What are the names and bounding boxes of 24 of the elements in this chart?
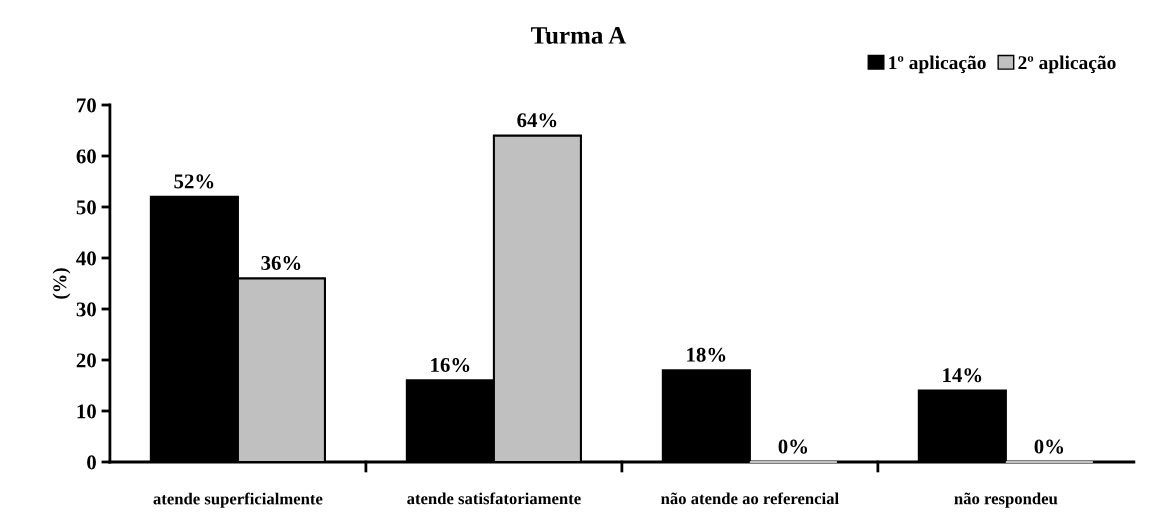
data-label: 36% bbox=[261, 255, 301, 271]
legend-label: 2º aplicação bbox=[1018, 55, 1116, 74]
data-label: 18% bbox=[687, 347, 726, 362]
y-tick-label: 0 bbox=[87, 455, 96, 470]
y-tick-label: 30 bbox=[76, 302, 96, 317]
y-tick-label: 60 bbox=[76, 149, 96, 164]
legend-label: 1º aplicação bbox=[889, 55, 986, 74]
x-tick-label: atende superficialmente bbox=[153, 492, 323, 508]
y-axis-title: (%) bbox=[52, 268, 71, 299]
y-tick-label: 40 bbox=[76, 251, 96, 266]
data-label: 16% bbox=[431, 357, 470, 373]
data-label: 0% bbox=[778, 439, 808, 454]
x-tick-label: não atende ao referencial bbox=[661, 492, 839, 505]
data-label: 52% bbox=[174, 174, 214, 189]
chart-title: Turma A bbox=[531, 27, 627, 44]
y-tick-label: 20 bbox=[76, 353, 96, 368]
y-tick-label: 10 bbox=[77, 404, 96, 419]
x-tick-label: não respondeu bbox=[954, 492, 1058, 508]
data-label: 14% bbox=[943, 368, 982, 383]
x-tick-label: atende satisfatoriamente bbox=[407, 492, 581, 505]
data-label: 64% bbox=[517, 113, 557, 128]
data-label: 0% bbox=[1034, 439, 1064, 454]
y-tick-label: 50 bbox=[76, 200, 96, 215]
y-tick-label: 70 bbox=[77, 98, 96, 113]
